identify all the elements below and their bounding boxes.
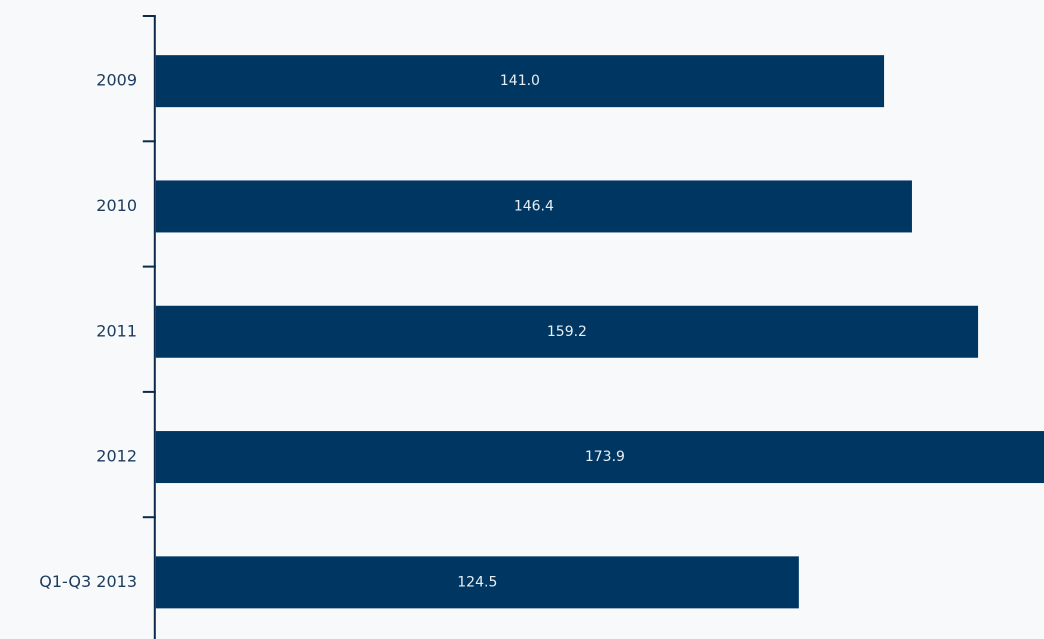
category-label: 2009 xyxy=(96,71,137,90)
value-label: 124.5 xyxy=(457,574,497,590)
category-label: Q1-Q3 2013 xyxy=(39,572,137,591)
value-label: 141.0 xyxy=(500,73,540,89)
bar xyxy=(155,305,979,358)
value-label: 146.4 xyxy=(514,198,554,214)
bar xyxy=(155,431,1044,484)
value-label: 173.9 xyxy=(585,449,625,465)
value-label: 159.2 xyxy=(547,324,587,340)
category-label: 2011 xyxy=(96,321,137,340)
bar xyxy=(155,180,912,233)
bar xyxy=(155,556,799,609)
category-label: 2012 xyxy=(96,447,137,466)
category-label: 2010 xyxy=(96,196,137,215)
bar xyxy=(155,55,885,108)
